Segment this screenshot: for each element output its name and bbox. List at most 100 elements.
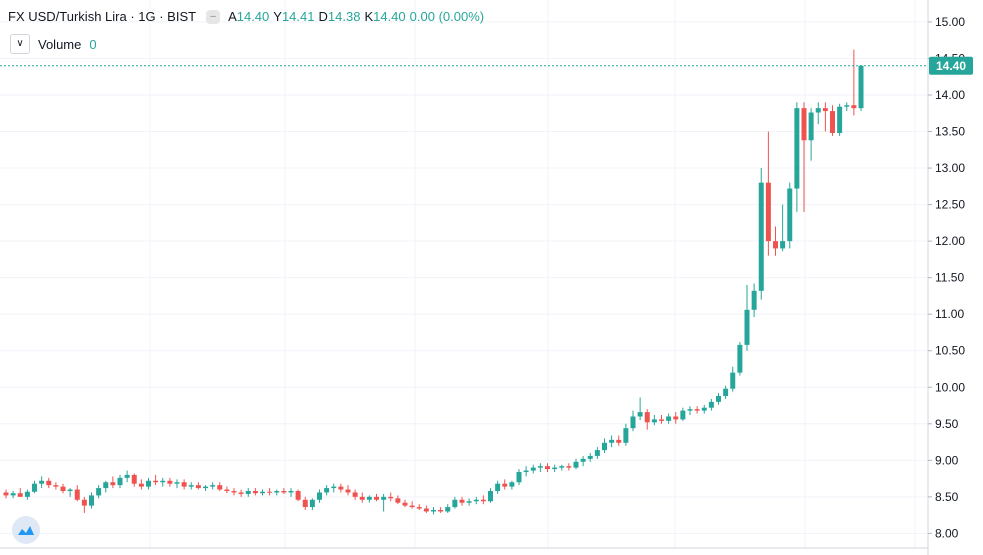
tradingview-cloud-icon[interactable] [12,516,40,544]
candle [737,341,743,376]
candle [409,501,415,509]
candle-body [495,483,501,492]
candle [338,483,344,493]
candle-body [623,428,629,443]
candle-body [523,470,529,473]
candle-body [637,412,643,417]
candle-body [181,482,187,487]
candle [416,504,422,511]
candle [3,489,9,499]
candle [374,493,379,502]
candle-body [238,492,244,494]
candle-body [602,442,607,451]
price-axis[interactable]: 8.00 8.50 9.00 9.50 10.00 10.50 11.00 11.50 12.0… [928,15,965,540]
candle-body [773,241,778,249]
y-tick-label: 12.00 [935,234,965,248]
last-price-label: 14.40 [936,59,966,73]
candle [837,103,843,136]
high-label: Y [273,9,282,24]
candle [473,496,479,505]
candle [566,463,572,471]
candle [295,489,301,502]
candle-body [822,108,828,112]
candle [17,488,23,497]
candle-body [537,466,543,468]
candle-body [594,450,600,456]
candle [124,470,130,483]
candle [96,485,102,499]
candle-body [81,499,87,506]
candle [780,204,786,252]
candle-body [780,241,786,249]
candle [559,464,565,471]
candle [381,493,387,512]
candle-body [131,474,137,484]
candle [46,477,52,489]
candle [616,435,622,446]
candle-body [837,106,843,133]
candle [794,102,800,212]
candle [787,182,793,249]
candle [352,489,358,500]
candle-body [808,112,814,141]
candle [466,498,472,506]
candle [81,496,87,513]
volume-value: 0 [89,36,97,52]
candle-body [716,396,721,402]
candle [309,498,315,511]
candle-body [217,485,223,490]
y-tick-label: 13.50 [935,125,965,139]
candle-body [231,491,237,493]
candle [60,483,66,494]
candle-body [701,407,707,411]
candle [331,483,337,493]
low-label: D [318,9,328,24]
candle [680,407,686,421]
candle [131,473,137,487]
candle-body [174,482,180,484]
candle [744,284,750,351]
y-tick-label: 8.00 [935,526,959,540]
candle [324,485,330,496]
candle [730,366,736,392]
candle-body [566,466,572,468]
candle [224,486,230,494]
candle-body [124,474,130,478]
candle [815,102,821,125]
candle-body [274,491,280,493]
candle-body [609,439,615,443]
candle [851,49,857,116]
y-tick-label: 12.50 [935,198,965,212]
candle-body [331,486,337,489]
candle [160,477,166,487]
candle [623,423,629,446]
candle [630,410,636,432]
candle-body [138,483,144,487]
high-value: 14.41 [281,9,315,24]
status-dot-icon[interactable]: – [206,9,221,24]
candle [345,485,351,496]
candle-body [281,491,287,493]
candle [117,474,123,489]
candle-body [651,419,657,423]
candle-body [730,372,736,389]
candle-body [787,188,793,242]
candle [174,479,180,489]
candle [167,477,173,487]
candle-body [267,491,273,493]
candle [537,463,543,473]
candle [552,464,558,473]
chevron-down-icon[interactable]: ∨ [10,34,30,54]
y-tick-label: 9.00 [935,453,959,467]
candle [509,480,515,490]
candle-body [203,486,208,489]
open-label: A [228,9,237,24]
candle [637,397,643,421]
y-tick-label: 15.00 [935,15,965,29]
candle-body [659,419,664,421]
candle-body [10,493,16,496]
candle-body [160,480,166,483]
candle-body [402,502,408,506]
candle-body [53,485,59,487]
